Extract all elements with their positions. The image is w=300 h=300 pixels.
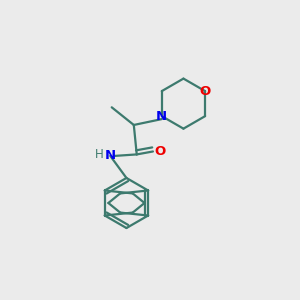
Text: N: N xyxy=(156,110,167,123)
Text: O: O xyxy=(200,85,211,98)
Text: O: O xyxy=(155,145,166,158)
Text: N: N xyxy=(105,149,116,162)
Text: H: H xyxy=(95,148,103,161)
